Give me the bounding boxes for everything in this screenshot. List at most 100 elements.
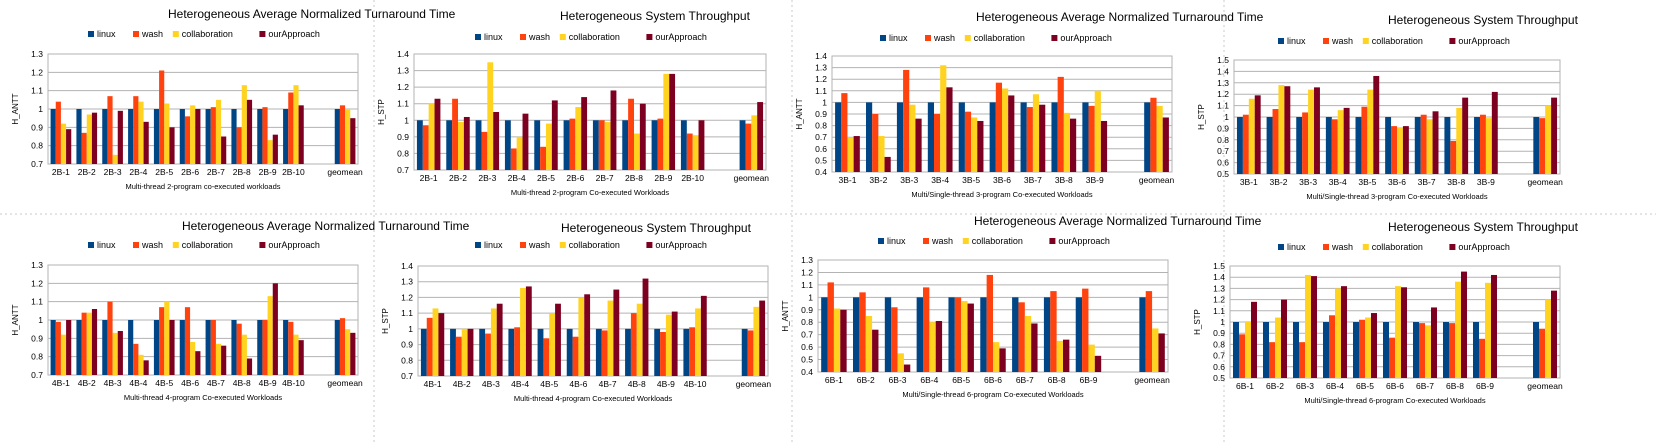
bar (1383, 322, 1389, 378)
bar (1139, 297, 1146, 372)
x-tick-label: geomean (327, 378, 363, 388)
x-tick-label: 6B-7 (1016, 375, 1034, 385)
bar (55, 321, 61, 375)
bar (669, 73, 676, 170)
x-tick-label: 6B-9 (1476, 381, 1494, 391)
y-tick-label: 0.9 (815, 109, 827, 119)
bar (1020, 102, 1027, 172)
y-tick-label: 1 (408, 324, 413, 334)
bar (50, 320, 56, 375)
bar (543, 338, 550, 376)
y-tick-label: 1.3 (31, 49, 43, 59)
bar (683, 328, 690, 376)
x-tick-label: 2B-10 (282, 167, 305, 177)
x-tick-label: 6B-2 (857, 375, 875, 385)
bar (700, 295, 707, 376)
y-tick-label: 1 (808, 292, 813, 302)
legend-swatch (259, 242, 266, 248)
x-tick-label: 3B-9 (1477, 177, 1495, 187)
bar (1533, 117, 1540, 174)
bar (1414, 117, 1421, 174)
bar (1026, 107, 1033, 172)
bar (184, 307, 191, 375)
bar (1057, 76, 1064, 172)
x-tick-label: geomean (1527, 177, 1563, 187)
bar (112, 154, 118, 164)
bar (241, 85, 247, 164)
bar (195, 109, 201, 164)
y-tick-label: 0.9 (1213, 328, 1225, 338)
x-tick-label: 3B-8 (1447, 177, 1465, 187)
y-tick-label: 0.8 (31, 352, 43, 362)
bar (246, 358, 253, 375)
y-tick-label: 1.1 (801, 280, 813, 290)
legend-swatch (133, 242, 139, 248)
x-tick-label: 4B-8 (628, 379, 646, 389)
x-tick-label: 2B-5 (155, 167, 173, 177)
legend-label: wash (141, 29, 163, 39)
bar (967, 303, 974, 372)
x-tick-label: 4B-3 (482, 379, 500, 389)
bar (964, 111, 972, 172)
bar (76, 109, 82, 164)
bar (138, 354, 144, 375)
x-axis-label: Multi-thread 2-program co-executed workl… (125, 182, 280, 191)
bar (934, 114, 941, 172)
bar (143, 360, 149, 375)
bar (164, 301, 170, 375)
bar (660, 332, 666, 376)
x-axis-label: Multi-thread 2-program Co-executed Workl… (511, 188, 670, 197)
x-tick-label: 2B-1 (420, 173, 438, 183)
bar (1325, 117, 1332, 174)
bar (345, 329, 351, 375)
bar (1551, 97, 1558, 174)
plot-area (413, 53, 767, 171)
legend-swatch (646, 34, 653, 40)
bar (1056, 340, 1063, 372)
legend-swatch (1449, 244, 1456, 250)
x-tick-label: 3B-2 (1269, 177, 1287, 187)
y-tick-label: 1 (404, 115, 409, 125)
bar (604, 121, 611, 170)
x-tick-label: 4B-8 (233, 378, 251, 388)
bar (1299, 342, 1305, 378)
bar (1094, 355, 1102, 372)
legend-swatch (1323, 38, 1329, 44)
plot-area (47, 264, 359, 376)
bar (1485, 118, 1492, 174)
bar (267, 140, 273, 164)
x-tick-label: 3B-6 (1388, 177, 1406, 187)
bar (117, 331, 123, 375)
x-tick-label: 3B-4 (1329, 177, 1347, 187)
x-tick-label: 4B-9 (657, 379, 675, 389)
bar (455, 336, 462, 376)
bar (1269, 342, 1275, 378)
x-tick-label: 2B-1 (52, 167, 70, 177)
bar (566, 328, 573, 376)
bar (821, 297, 828, 372)
chart-title: Heterogeneous Average Normalized Turnaro… (168, 7, 456, 21)
bar (91, 309, 98, 375)
y-tick-label: 0.6 (801, 342, 813, 352)
bar (479, 328, 486, 376)
bar (1545, 299, 1551, 378)
bar (514, 327, 521, 376)
bar (1002, 88, 1009, 172)
bar (916, 297, 923, 372)
bar (138, 101, 144, 164)
legend-swatch (878, 238, 884, 244)
bar (575, 107, 582, 170)
bar (581, 97, 588, 170)
x-tick-label: 3B-3 (1299, 177, 1317, 187)
bar (878, 136, 885, 172)
x-tick-label: 6B-1 (825, 375, 843, 385)
bar (1236, 117, 1243, 174)
y-tick-label: 0.9 (401, 340, 413, 350)
legend-swatch (259, 31, 266, 37)
bar (231, 109, 237, 164)
bar (288, 321, 294, 375)
y-tick-label: 0.6 (815, 144, 827, 154)
bar (1281, 299, 1287, 378)
bar (1444, 117, 1451, 174)
bar (1353, 322, 1359, 378)
